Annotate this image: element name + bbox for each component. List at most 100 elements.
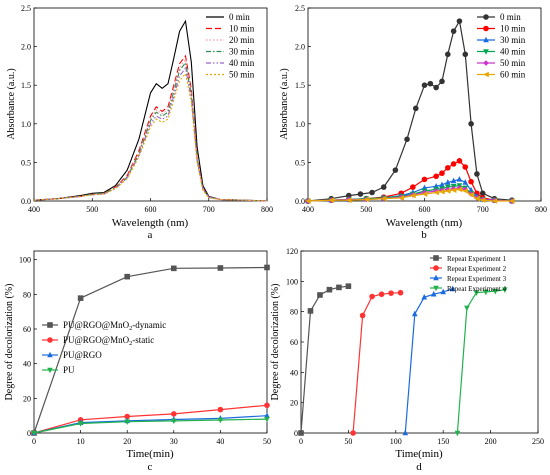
panel-d-series-2-point bbox=[378, 291, 385, 298]
panel-b-label: b bbox=[421, 229, 427, 241]
panel-a-ytick-label: 0.5 bbox=[21, 158, 31, 167]
panel-b-series-6-point bbox=[491, 198, 498, 204]
panel-c-series-line-4 bbox=[33, 418, 268, 434]
panel-c-series bbox=[31, 264, 270, 437]
panel-c-series-4-point bbox=[31, 430, 37, 437]
panel-b-series-6-point bbox=[450, 187, 457, 193]
panel-b-ytick-label: 0.5 bbox=[295, 158, 305, 167]
panel-b-ylabel: Absorbance (a.u.) bbox=[279, 68, 290, 139]
panel-d: 0 50 100 150 200 250 0 20 40 60 80 100 120 Repeat Ex… bbox=[270, 247, 544, 473]
panel-c-series-2-point bbox=[264, 402, 270, 409]
panel-c-series-4-point bbox=[124, 419, 130, 426]
panel-b-series-1-point bbox=[404, 136, 410, 143]
panel-b-series-6-point bbox=[305, 198, 311, 204]
panel-d-series-1-point bbox=[307, 308, 314, 314]
panel-d-series-4-point bbox=[483, 289, 489, 296]
panel-a: 400 500 600 700 800 0.0 0.5 1.0 1.5 2.0 2.5 0 min 1… bbox=[6, 4, 273, 241]
panel-c-ytick-label: 40 bbox=[23, 360, 31, 369]
panel-c-series-1-point bbox=[77, 295, 84, 301]
panel-c: 0 10 20 30 40 50 0 20 40 60 80 100 PU@RGO@MnO2-dyna… bbox=[4, 250, 271, 473]
panel-d-axes: 0 50 100 150 200 250 0 20 40 60 80 100 120 bbox=[286, 247, 544, 446]
panel-c-xtick-label: 10 bbox=[77, 437, 85, 446]
panel-d-legend-label: Repeat Experiment 3 bbox=[447, 275, 507, 283]
panel-b-ytick-label: 2.5 bbox=[295, 4, 305, 13]
panel-a-series bbox=[33, 19, 268, 202]
panel-b-series-2-point bbox=[410, 184, 416, 190]
panel-d-ylabel: Degree of decolorization (%) bbox=[270, 284, 281, 401]
panel-b-series-6-point bbox=[345, 197, 352, 204]
panel-d-ytick-label: 20 bbox=[290, 399, 298, 408]
panel-c-series-line-1 bbox=[33, 266, 268, 434]
panel-d-label: d bbox=[416, 461, 422, 473]
panel-c-series-line-3 bbox=[33, 415, 268, 434]
panel-b-series-6-point bbox=[474, 195, 480, 202]
panel-d-ytick-label: 100 bbox=[286, 277, 298, 286]
panel-b-legend-label: 40 min bbox=[500, 47, 526, 57]
panel-c-series-line-2 bbox=[33, 404, 268, 434]
panel-b-series-6-point bbox=[479, 197, 486, 204]
panel-b-series-1-point bbox=[445, 51, 451, 58]
panel-b-series-6-point bbox=[363, 196, 370, 203]
panel-d-ytick-label: 120 bbox=[286, 247, 298, 256]
panel-b-series-3-point bbox=[445, 179, 451, 185]
panel-d-ytick-label: 80 bbox=[290, 308, 298, 317]
panel-c-ytick-label: 80 bbox=[23, 290, 31, 299]
panel-c-series-1-point bbox=[124, 273, 130, 280]
panel-b-series-2-point bbox=[468, 178, 474, 185]
panel-c-xlabel: Time(min) bbox=[126, 448, 174, 460]
panel-b-series-5-point bbox=[439, 187, 445, 193]
panel-b-ytick-label: 1.0 bbox=[295, 120, 305, 129]
panel-c-label: c bbox=[148, 461, 153, 473]
panel-b-xtick-label: 800 bbox=[535, 205, 547, 214]
panel-d-series-3-point bbox=[411, 310, 418, 317]
panel-c-ytick-label: 0 bbox=[27, 429, 31, 438]
panel-b-series-1-point bbox=[412, 105, 419, 112]
panel-b-legend-marker bbox=[483, 60, 489, 66]
panel-c-series-3-point bbox=[264, 412, 270, 418]
panel-d-xlabel: Time(min) bbox=[395, 448, 443, 460]
panel-d-series-1-point bbox=[317, 292, 323, 298]
panel-b-legend-label: 60 min bbox=[500, 70, 526, 80]
panel-a-xtick-label: 400 bbox=[28, 205, 40, 214]
panel-b-series-1-point bbox=[380, 184, 387, 190]
panel-a-xtick-label: 500 bbox=[86, 205, 98, 214]
panel-a-ytick-label: 1.5 bbox=[21, 81, 31, 90]
panel-d-legend-label: Repeat Experiment 1 bbox=[447, 255, 507, 263]
panel-b-legend-marker bbox=[483, 71, 489, 78]
panel-c-legend-label: PU@RGO@MnO2-static bbox=[63, 335, 154, 347]
panel-d-series-line-4 bbox=[456, 289, 505, 434]
panel-a-ytick-label: 2.0 bbox=[21, 43, 31, 52]
panel-b-xtick-label: 600 bbox=[419, 205, 431, 214]
panel-d-series-1-point bbox=[326, 286, 333, 293]
panel-c-series-2-point bbox=[171, 411, 177, 417]
panel-d-series-3-point bbox=[440, 288, 446, 295]
panel-c-series-1-point bbox=[171, 265, 177, 272]
panel-b-series-1-point bbox=[427, 80, 434, 87]
panel-d-xtick-label: 0 bbox=[299, 437, 303, 446]
panel-b-legend-label: 10 min bbox=[500, 24, 526, 34]
panel-d-series-4-point bbox=[464, 305, 470, 312]
panel-c-legend: PU@RGO@MnO2-dynamic PU@RGO@MnO2-static PU@… bbox=[42, 320, 166, 375]
panel-a-legend-label: 50 min bbox=[229, 70, 255, 80]
panel-b-series-1-point bbox=[468, 121, 474, 127]
panel-b-series-line-1 bbox=[307, 19, 512, 202]
panel-b-series-3-point bbox=[450, 177, 457, 184]
panel-d-series-2-point bbox=[397, 289, 404, 296]
panel-c-ytick-label: 100 bbox=[19, 256, 31, 265]
panel-a-ytick-label: 0.0 bbox=[21, 197, 31, 206]
panel-c-ylabel: Degree of decolorization (%) bbox=[4, 284, 15, 401]
panel-b-legend-label: 30 min bbox=[500, 35, 526, 45]
panel-b-series-1-point bbox=[421, 82, 428, 88]
panel-d-legend-marker bbox=[433, 274, 439, 281]
panel-b-series-2-point bbox=[433, 173, 439, 180]
panel-d-legend-marker bbox=[433, 285, 439, 292]
panel-d-series-4-point bbox=[454, 430, 461, 437]
panel-a-legend-label: 30 min bbox=[229, 47, 255, 57]
panel-c-legend-label-suffix: -dynamic bbox=[132, 320, 166, 330]
panel-b-series-3-point bbox=[439, 181, 445, 188]
panel-a-legend-label: 20 min bbox=[229, 35, 255, 45]
panel-a-axes: 400 500 600 700 800 0.0 0.5 1.0 1.5 2.0 2.5 bbox=[21, 4, 273, 214]
panel-a-ylabel: Absorbance (a.u.) bbox=[6, 68, 17, 139]
panel-b-series-2-point bbox=[439, 170, 445, 177]
